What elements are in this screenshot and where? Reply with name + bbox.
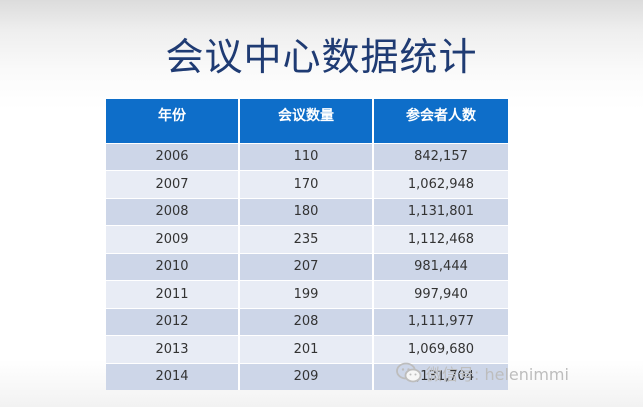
table-row: 2006 110 842,157 xyxy=(106,142,508,171)
conference-stats-table: 年份 会议数量 参会者人数 2006 110 842,157 2007 170 … xyxy=(106,99,508,390)
header-meeting-count: 会议数量 xyxy=(238,99,373,143)
cell-attendees: 1,069,680 xyxy=(372,335,508,363)
cell-meetings: 170 xyxy=(238,170,373,198)
cell-attendees: 1,111,977 xyxy=(372,307,508,336)
cell-attendees: 1,062,948 xyxy=(372,170,508,198)
cell-year: 2010 xyxy=(106,252,239,281)
slide-title: 会议中心数据统计 xyxy=(165,35,478,79)
table-row: 2014 209 1,131,704 xyxy=(106,362,508,390)
cell-meetings: 201 xyxy=(238,335,373,363)
cell-attendees: 1,131,704 xyxy=(372,362,508,390)
cell-year: 2014 xyxy=(106,362,239,390)
cell-meetings: 180 xyxy=(238,197,373,226)
header-year: 年份 xyxy=(106,99,239,143)
cell-meetings: 209 xyxy=(238,362,373,390)
cell-meetings: 208 xyxy=(238,307,373,336)
cell-year: 2008 xyxy=(106,197,239,226)
cell-year: 2013 xyxy=(106,335,239,363)
cell-meetings: 207 xyxy=(238,252,373,281)
table-header-row: 年份 会议数量 参会者人数 xyxy=(106,99,508,143)
cell-year: 2012 xyxy=(106,307,239,336)
cell-attendees: 997,940 xyxy=(372,280,508,308)
table-row: 2008 180 1,131,801 xyxy=(106,197,508,226)
header-attendee-count: 参会者人数 xyxy=(372,99,508,143)
cell-meetings: 199 xyxy=(238,280,373,308)
cell-attendees: 842,157 xyxy=(372,142,508,171)
table-row: 2010 207 981,444 xyxy=(106,252,508,281)
table-row: 2012 208 1,111,977 xyxy=(106,307,508,336)
table-row: 2013 201 1,069,680 xyxy=(106,335,508,363)
cell-attendees: 981,444 xyxy=(372,252,508,281)
cell-year: 2007 xyxy=(106,170,239,198)
wechat-watermark: 微信号: helenimmi xyxy=(396,362,569,384)
cell-year: 2006 xyxy=(106,142,239,171)
table-row: 2007 170 1,062,948 xyxy=(106,170,508,198)
cell-year: 2011 xyxy=(106,280,239,308)
cell-meetings: 235 xyxy=(238,225,373,253)
cell-meetings: 110 xyxy=(238,142,373,171)
table-row: 2009 235 1,112,468 xyxy=(106,225,508,253)
wechat-icon xyxy=(396,362,422,383)
cell-attendees: 1,112,468 xyxy=(372,225,508,253)
cell-year: 2009 xyxy=(106,225,239,253)
cell-attendees: 1,131,801 xyxy=(372,197,508,226)
table-row: 2011 199 997,940 xyxy=(106,280,508,308)
watermark-text: 微信号: helenimmi xyxy=(426,365,569,384)
